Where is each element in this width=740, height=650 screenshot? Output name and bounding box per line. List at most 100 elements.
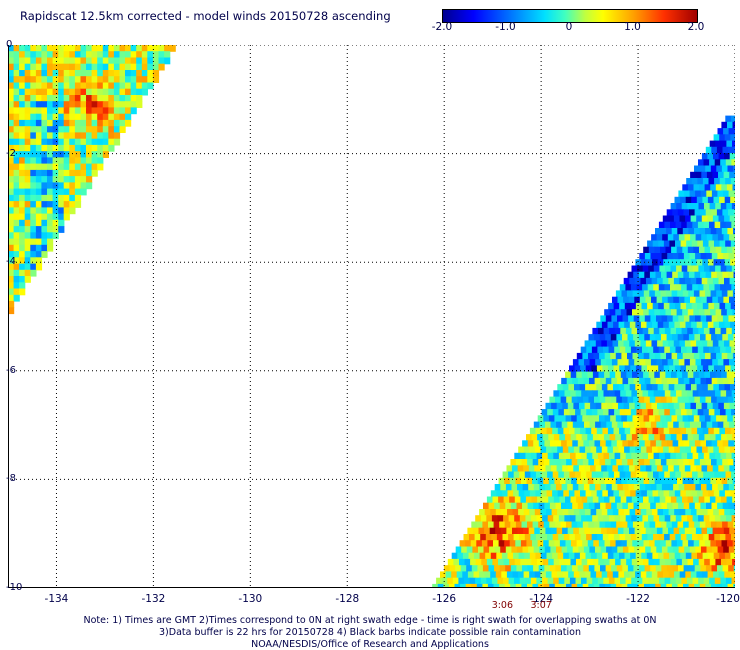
wind-difference-cell <box>611 484 618 491</box>
wind-difference-cell <box>147 82 154 90</box>
wind-difference-cell <box>97 138 104 146</box>
wind-difference-cell <box>52 101 59 108</box>
wind-difference-cell <box>484 509 491 516</box>
wind-difference-cell <box>629 402 636 410</box>
wind-difference-cell <box>541 490 548 498</box>
wind-difference-cell <box>74 194 82 202</box>
wind-difference-cell <box>638 352 645 360</box>
wind-difference-cell <box>718 153 725 160</box>
wind-difference-cell <box>41 182 48 190</box>
wind-difference-cell <box>24 257 31 265</box>
wind-difference-cell <box>467 571 475 579</box>
wind-difference-cell <box>549 583 556 588</box>
wind-difference-cell <box>541 427 548 435</box>
wind-difference-cell <box>24 101 31 108</box>
wind-difference-cell <box>35 226 43 233</box>
wind-difference-cell <box>13 76 20 83</box>
wind-difference-cell <box>680 302 687 310</box>
wind-difference-cell <box>650 546 657 554</box>
wind-difference-cell <box>728 484 735 491</box>
wind-difference-cell <box>538 521 545 529</box>
wind-difference-cell <box>660 290 667 298</box>
wind-difference-cell <box>589 546 596 554</box>
wind-difference-cell <box>734 315 735 323</box>
wind-difference-cell <box>596 552 603 560</box>
wind-difference-cell <box>697 409 704 416</box>
wind-difference-cell <box>582 583 589 588</box>
wind-difference-cell <box>74 188 82 196</box>
wind-difference-cell <box>730 446 735 454</box>
wind-difference-cell <box>694 377 702 385</box>
wind-difference-cell <box>41 132 48 140</box>
wind-difference-cell <box>102 132 109 140</box>
wind-difference-cell <box>41 107 48 115</box>
wind-difference-cell <box>13 207 20 215</box>
wind-difference-cell <box>479 552 486 560</box>
wind-difference-cell <box>543 540 550 547</box>
wind-difference-cell <box>108 126 115 133</box>
wind-difference-cell <box>660 583 667 588</box>
wind-difference-cell <box>592 327 599 335</box>
wind-difference-cell <box>624 571 631 579</box>
wind-difference-cell <box>500 546 507 554</box>
wind-difference-cell <box>108 57 115 65</box>
wind-difference-cell <box>727 540 734 547</box>
wind-difference-cell <box>668 384 675 391</box>
wind-difference-cell <box>521 583 528 588</box>
wind-difference-cell <box>706 440 713 448</box>
wind-difference-cell <box>612 571 619 579</box>
wind-difference-cell <box>671 521 679 529</box>
wind-difference-cell <box>687 452 694 460</box>
wind-difference-cell <box>711 190 719 198</box>
wind-difference-cell <box>549 502 557 510</box>
wind-difference-cell <box>566 377 573 385</box>
wind-difference-cell <box>664 409 671 416</box>
wind-difference-cell <box>591 346 599 354</box>
wind-difference-cell <box>689 440 696 448</box>
wind-difference-cell <box>633 396 640 404</box>
wind-difference-cell <box>58 176 65 183</box>
wind-difference-cell <box>717 546 724 554</box>
wind-difference-cell <box>652 427 659 435</box>
wind-difference-cell <box>648 558 655 566</box>
wind-difference-cell <box>708 302 715 310</box>
wind-difference-cell <box>604 434 611 441</box>
wind-difference-cell <box>80 70 87 77</box>
latitude-tick-label: -6 <box>6 364 16 376</box>
longitude-tick-label: -130 <box>238 593 263 605</box>
wind-difference-cell <box>676 203 683 210</box>
wind-difference-cell <box>13 82 20 90</box>
wind-difference-cell <box>669 346 677 354</box>
map-plot[interactable] <box>8 45 735 588</box>
wind-difference-cell <box>717 128 724 135</box>
wind-difference-cell <box>91 88 98 96</box>
wind-difference-cell <box>13 63 20 71</box>
wind-difference-cell <box>717 253 724 260</box>
wind-difference-cell <box>712 527 719 535</box>
wind-difference-cell <box>617 359 624 366</box>
wind-difference-cell <box>731 159 735 167</box>
wind-difference-cell <box>470 558 477 566</box>
wind-difference-cell <box>713 571 720 579</box>
wind-difference-cell <box>697 552 704 560</box>
wind-difference-cell <box>716 352 723 360</box>
wind-difference-cell <box>699 583 706 588</box>
wind-difference-cell <box>130 63 137 71</box>
latitude-tick-label: -4 <box>6 256 16 268</box>
wind-difference-cell <box>35 107 43 115</box>
colorbar-tick-label: 1.0 <box>624 21 641 33</box>
wind-difference-cell <box>498 496 505 504</box>
wind-difference-cell <box>717 315 724 323</box>
wind-difference-cell <box>649 352 656 360</box>
wind-difference-cell <box>601 384 609 391</box>
wind-difference-cell <box>41 82 48 90</box>
wind-difference-cell <box>605 521 612 529</box>
wind-difference-cell <box>623 296 630 304</box>
wind-difference-cell <box>696 277 703 285</box>
wind-difference-cell <box>594 377 601 385</box>
wind-difference-cell <box>624 509 631 516</box>
wind-difference-cell <box>136 76 143 83</box>
wind-difference-cell <box>699 477 706 485</box>
wind-difference-cell <box>675 302 682 310</box>
wind-difference-map[interactable] <box>8 45 735 588</box>
